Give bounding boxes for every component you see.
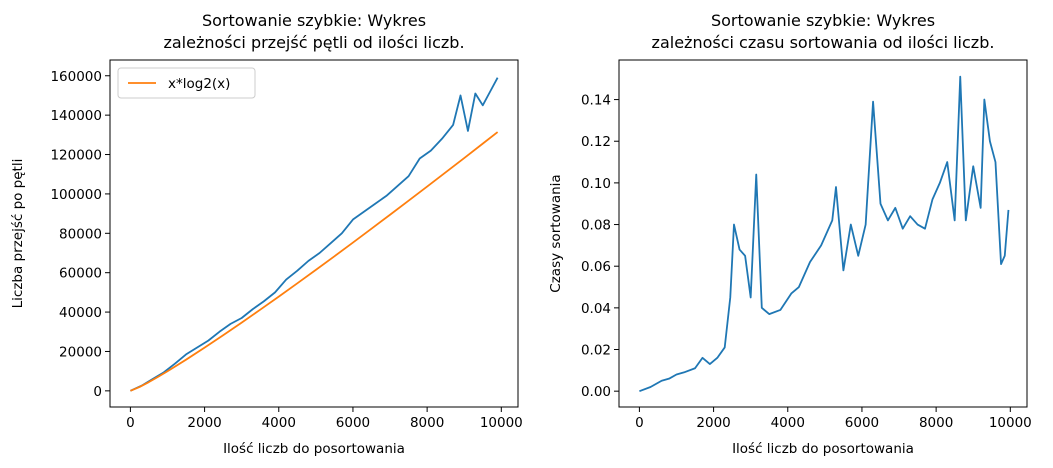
- y-tick-label: 0: [93, 384, 102, 400]
- chart-title-line-2: zależności przejść pętli od ilości liczb…: [163, 33, 464, 52]
- y-tick-label: 0.00: [581, 384, 611, 400]
- y-tick-label: 60000: [59, 266, 102, 282]
- y-tick-label: 20000: [59, 344, 102, 360]
- y-tick-label: 0.04: [581, 301, 611, 317]
- x-tick-label: 8000: [919, 415, 953, 431]
- left-chart-panel: 0 2000 4000 6000 8000 10000020000400006000080…: [10, 11, 523, 457]
- y-tick-label: 0.08: [581, 218, 611, 234]
- y-tick-label: 160000: [50, 69, 102, 85]
- x-tick-label: 2000: [187, 415, 221, 431]
- x-tick-label: 6000: [845, 415, 879, 431]
- x-tick-label: 6000: [336, 415, 370, 431]
- legend: x*log2(x): [117, 67, 256, 99]
- x-tick-label: 0: [635, 415, 644, 431]
- y-axis-label: Czasy sortowania: [548, 174, 564, 292]
- right-chart-panel: 0 2000 4000 6000 8000 10000 0.00 0.02 0.04 0.06 0.…: [548, 11, 1032, 457]
- series-line-xlog2x: [130, 131, 499, 392]
- x-axis-label: Ilość liczb do posortowania: [223, 441, 405, 457]
- y-tick-label: 0.10: [581, 176, 611, 192]
- legend-entry-label: x*log2(x): [168, 76, 230, 92]
- y-tick-label: 0.06: [581, 259, 611, 275]
- y-tick-label: 0.14: [581, 93, 611, 109]
- x-tick-label: 10000: [480, 415, 523, 431]
- chart-title-line-1: Sortowanie szybkie: Wykres: [202, 11, 426, 30]
- y-tick-label: 0.02: [581, 343, 611, 359]
- x-tick-label: 8000: [410, 415, 444, 431]
- y-tick-label: 140000: [50, 108, 102, 124]
- y-tick-label: 0.12: [581, 134, 611, 150]
- y-tick-label: 120000: [50, 148, 102, 164]
- legend-box: [117, 67, 256, 99]
- series-line-measured: [639, 75, 1010, 393]
- y-tick-label: 100000: [50, 187, 102, 203]
- series-line-measured: [130, 77, 499, 392]
- y-tick-label: 80000: [59, 226, 102, 242]
- x-tick-label: 4000: [771, 415, 805, 431]
- plot-frame: [618, 59, 1028, 408]
- x-tick-label: 4000: [262, 415, 296, 431]
- x-axis-label: Ilość liczb do posortowania: [732, 441, 914, 457]
- x-tick-label: 0: [126, 415, 135, 431]
- x-tick-label: 2000: [696, 415, 730, 431]
- x-tick-label: 10000: [989, 415, 1032, 431]
- y-axis-label: Liczba przejść po pętli: [10, 159, 26, 309]
- chart-title-line-1: Sortowanie szybkie: Wykres: [711, 11, 935, 30]
- y-tick-label: 40000: [59, 305, 102, 321]
- chart-title-line-2: zależności czasu sortowania od ilości li…: [652, 33, 995, 52]
